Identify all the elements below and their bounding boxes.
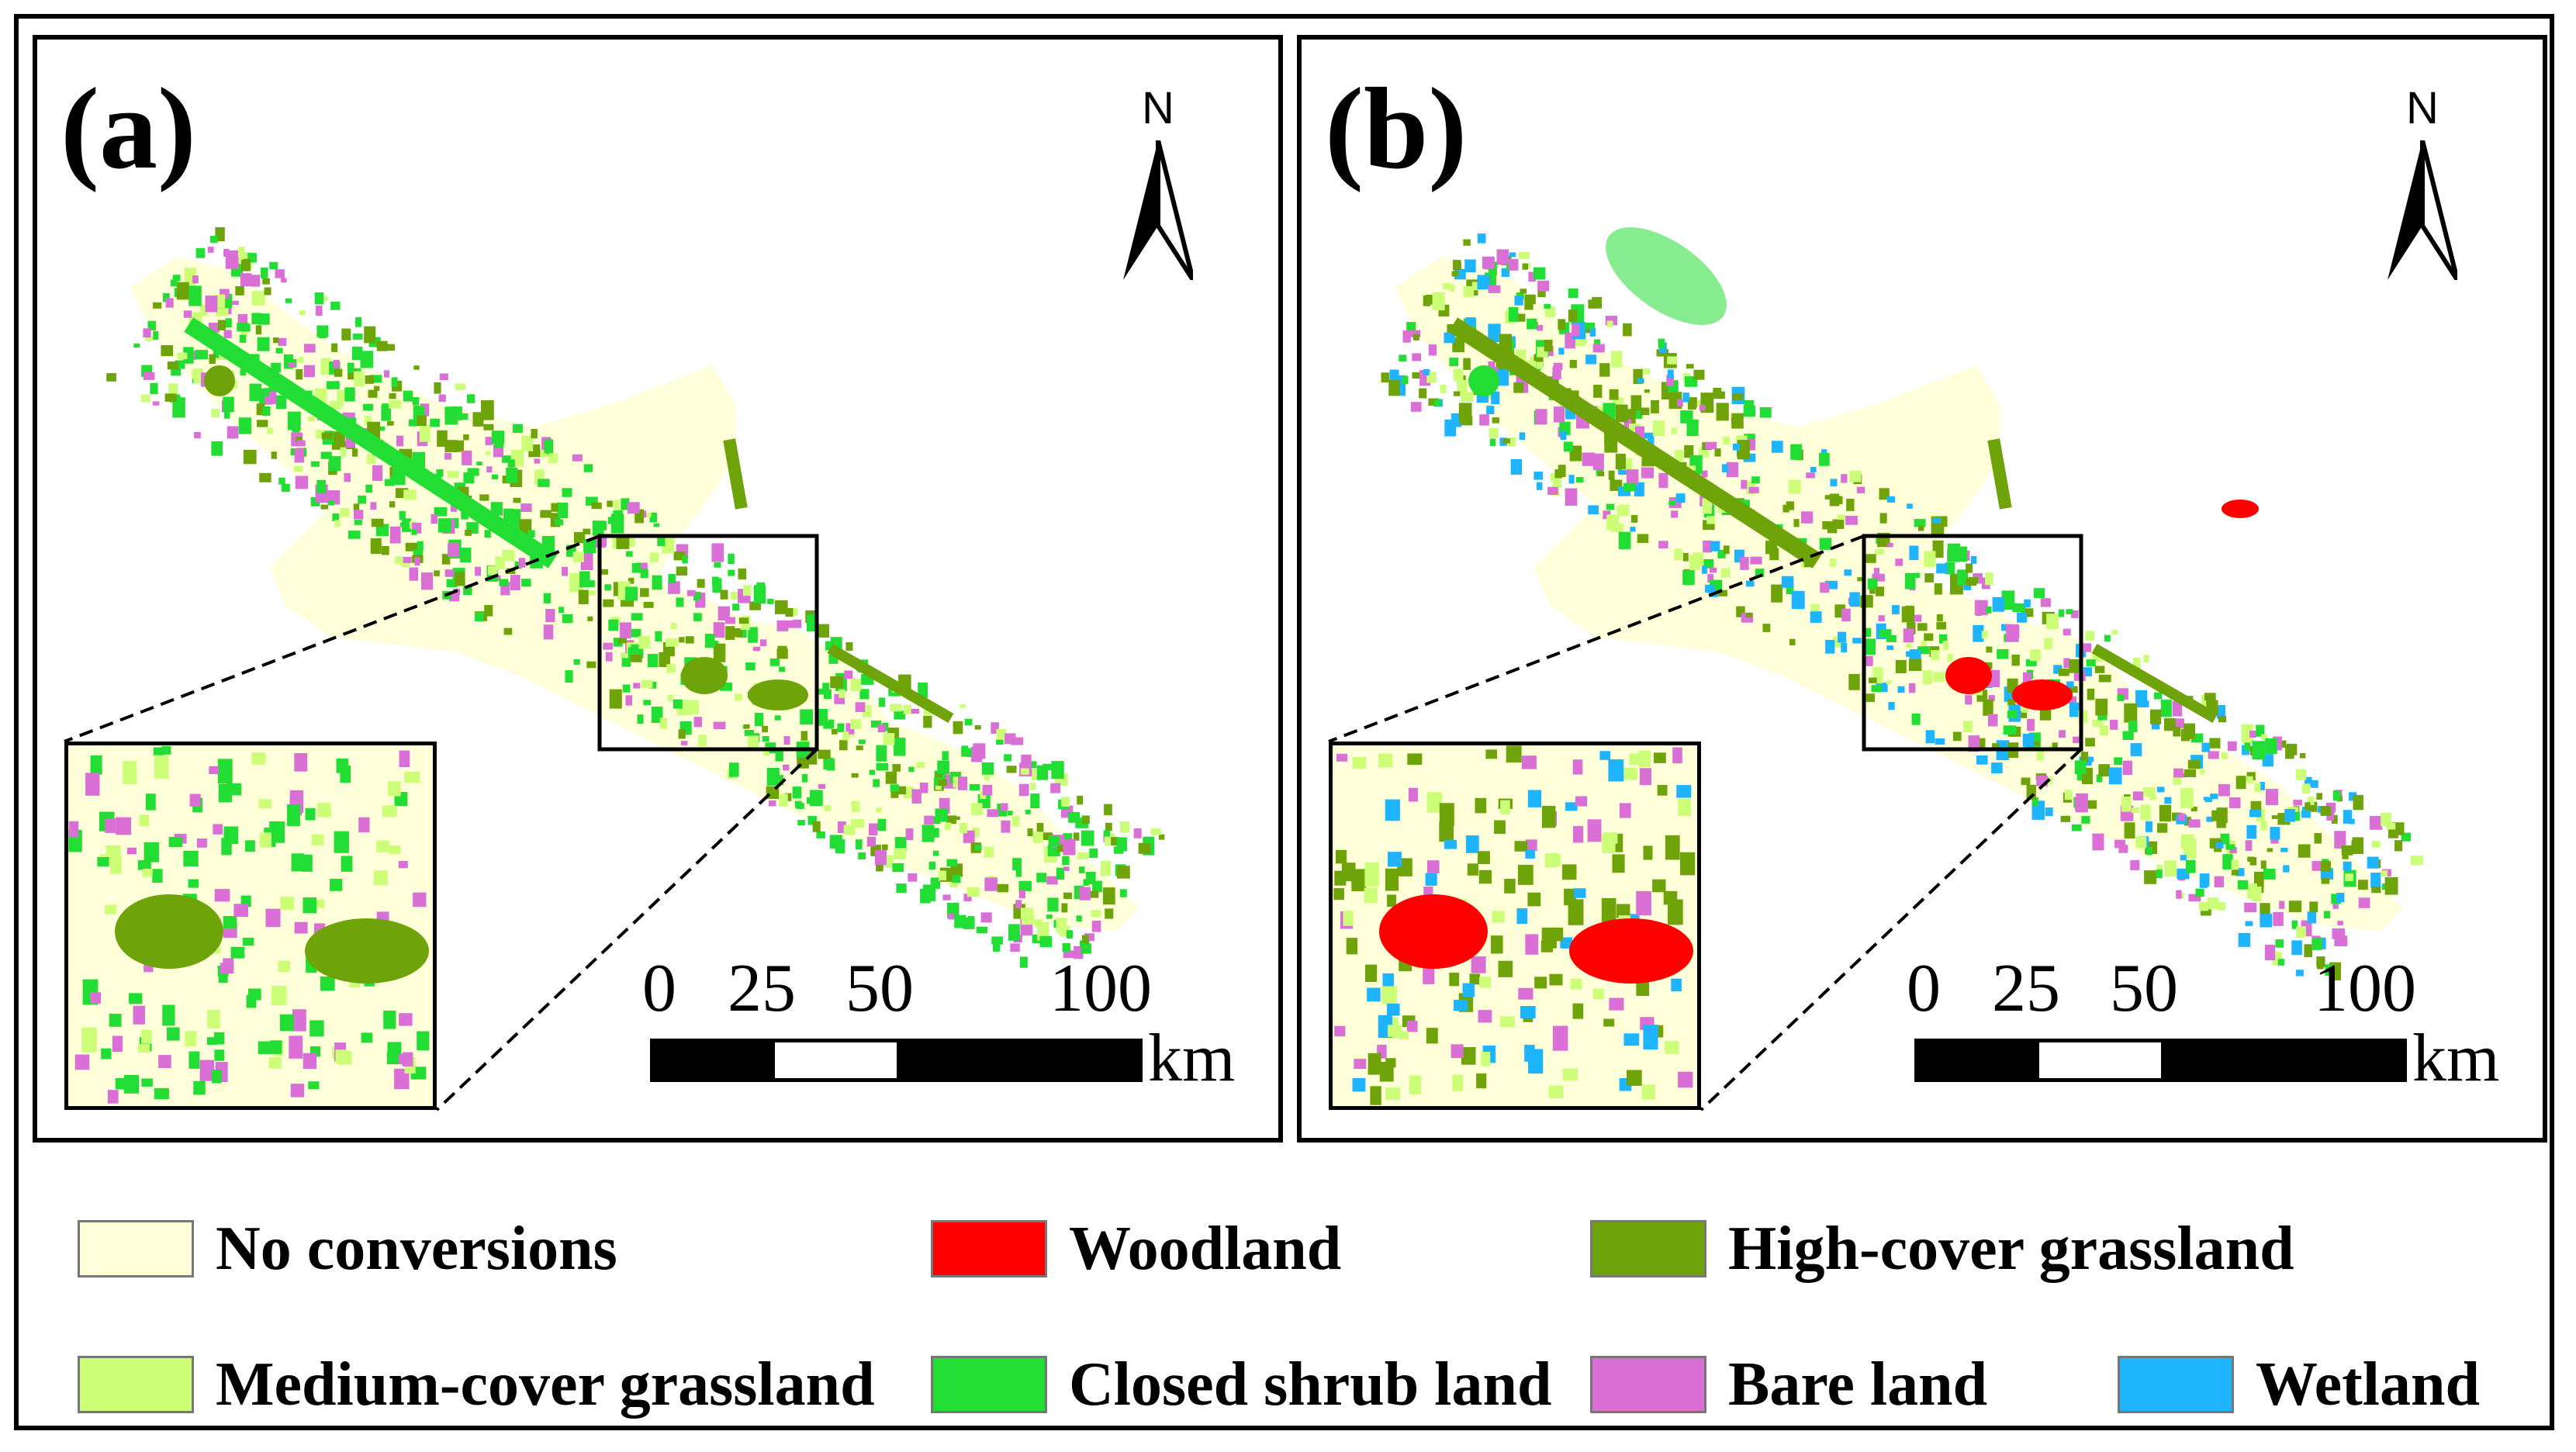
conversion-strip bbox=[723, 438, 748, 510]
zoom-leader-line bbox=[1328, 534, 1865, 743]
no-conversions-swatch bbox=[78, 1220, 194, 1277]
inset-map-b bbox=[1333, 745, 1696, 1105]
conversion-patch bbox=[1468, 365, 1499, 396]
legend-item-closed-shrub-land: Closed shrub land bbox=[931, 1353, 1551, 1416]
scale-bar-graphic bbox=[1914, 1039, 2407, 1082]
conversion-patch bbox=[681, 657, 728, 694]
north-label-a: N bbox=[1142, 83, 1174, 133]
legend-item-bare-land: Bare land bbox=[1590, 1353, 1987, 1416]
closed-shrub-land-swatch bbox=[931, 1356, 1047, 1413]
scale-tick-100: 100 bbox=[1049, 951, 1152, 1026]
figure-frame bbox=[14, 14, 2554, 1430]
inset-zoom-a bbox=[64, 742, 437, 1110]
zoom-leader-line bbox=[1699, 748, 2083, 1111]
scale-tick-100: 100 bbox=[2314, 951, 2416, 1026]
scale-tick-0: 0 bbox=[1907, 951, 1941, 1026]
legend-label: High-cover grassland bbox=[1728, 1215, 2294, 1283]
conversion-strip bbox=[2091, 643, 2218, 724]
north-arrow-icon bbox=[2388, 140, 2457, 280]
wetland-swatch bbox=[2118, 1356, 2234, 1413]
panel-label-a: (a) bbox=[61, 64, 196, 193]
conversion-patch bbox=[204, 365, 235, 396]
legend-label: Woodland bbox=[1069, 1215, 1342, 1283]
scale-tick-0: 0 bbox=[642, 951, 676, 1026]
conversion-patch bbox=[2012, 679, 2073, 710]
conversion-strip bbox=[184, 317, 558, 569]
scale-unit: km bbox=[1148, 1021, 1236, 1096]
zoom-leader-line bbox=[435, 748, 818, 1111]
scale-bar-graphic bbox=[650, 1039, 1143, 1082]
zoom-box bbox=[597, 534, 819, 752]
north-arrow-a: N bbox=[1115, 86, 1201, 288]
conversion-patch bbox=[1379, 894, 1488, 969]
legend-item-wetland: Wetland bbox=[2118, 1353, 2480, 1416]
conversion-strip bbox=[827, 643, 954, 724]
north-arrow-icon bbox=[1123, 140, 1193, 280]
conversion-patch bbox=[1945, 657, 1992, 694]
scale-tick-50: 50 bbox=[845, 951, 914, 1026]
legend-label: Wetland bbox=[2256, 1350, 2480, 1419]
map-panel-a: (a) N 0 25 50 100 km bbox=[33, 35, 1283, 1143]
conversion-patch bbox=[1569, 918, 1693, 984]
inset-map-a bbox=[68, 745, 430, 1104]
scale-unit: km bbox=[2412, 1021, 2500, 1096]
scale-bar-b: 0 25 50 100 km bbox=[1907, 951, 2500, 1096]
zoom-leader-line bbox=[64, 534, 600, 743]
north-label-b: N bbox=[2406, 83, 2439, 133]
panel-label-b: (b) bbox=[1325, 64, 1468, 193]
scale-bar-a: 0 25 50 100 km bbox=[642, 951, 1236, 1096]
region-map-a bbox=[64, 227, 1165, 1111]
conversion-patch bbox=[748, 679, 808, 710]
map-panel-b: (b) N 0 25 50 100 km bbox=[1297, 35, 2547, 1143]
north-arrow-b: N bbox=[2380, 86, 2465, 288]
region-map-b bbox=[1328, 227, 2423, 1111]
conversion-strip bbox=[1987, 438, 2012, 510]
legend-item-no-conversions: No conversions bbox=[78, 1218, 617, 1280]
scale-tick-25: 25 bbox=[1992, 951, 2060, 1026]
scale-tick-50: 50 bbox=[2110, 951, 2178, 1026]
conversion-patch bbox=[2222, 500, 2259, 518]
high-cover-grassland-swatch bbox=[1590, 1220, 1706, 1277]
legend-label: Medium-cover grassland bbox=[216, 1350, 875, 1419]
zoom-box bbox=[1862, 534, 2083, 752]
legend-label: No conversions bbox=[216, 1215, 617, 1283]
legend-item-high-cover-grassland: High-cover grassland bbox=[1590, 1218, 2294, 1280]
conversion-patch bbox=[115, 894, 223, 969]
legend-label: Closed shrub land bbox=[1069, 1350, 1552, 1419]
scale-tick-25: 25 bbox=[728, 951, 796, 1026]
medium-cover-grassland-swatch bbox=[78, 1356, 194, 1413]
woodland-swatch bbox=[931, 1220, 1047, 1277]
conversion-pixels bbox=[106, 227, 1165, 968]
inset-zoom-b bbox=[1329, 742, 1701, 1110]
legend-item-medium-cover-grassland: Medium-cover grassland bbox=[78, 1353, 875, 1416]
legend-label: Bare land bbox=[1728, 1350, 1988, 1419]
bare-land-swatch bbox=[1590, 1356, 1706, 1413]
study-region bbox=[1395, 257, 2403, 932]
conversion-patch bbox=[1606, 227, 1727, 325]
conversion-strip bbox=[1448, 317, 1822, 569]
no-conversions-area bbox=[1395, 257, 2403, 932]
conversion-patch bbox=[305, 918, 429, 984]
legend-item-woodland: Woodland bbox=[931, 1218, 1341, 1280]
